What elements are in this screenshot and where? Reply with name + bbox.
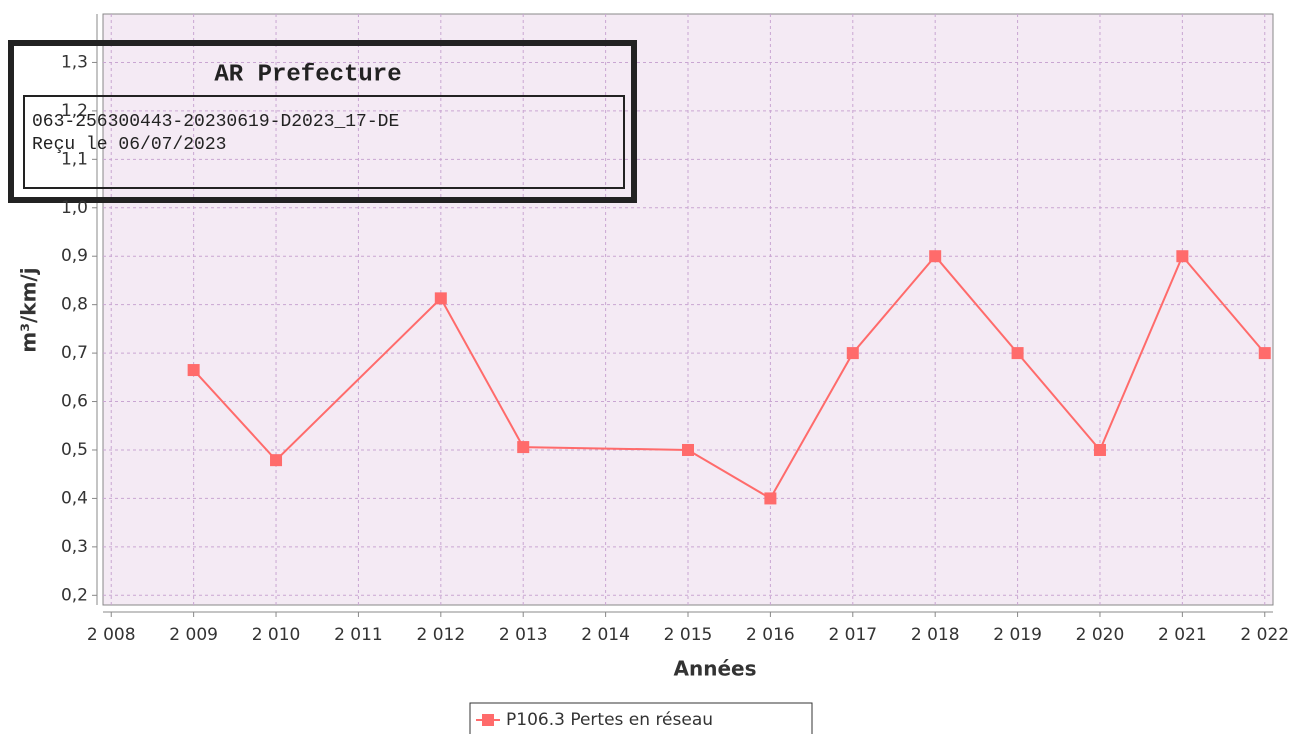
x-tick-label: 2 010 <box>252 625 301 645</box>
point <box>270 454 283 467</box>
x-tick-label: 2 020 <box>1076 625 1125 645</box>
x-tick-label: 2 017 <box>828 625 877 645</box>
y-tick-label: 0,6 <box>61 392 88 412</box>
series-line <box>192 254 1266 500</box>
point <box>682 443 694 456</box>
x-axis-title: Années <box>674 657 757 681</box>
stamp-inner-border <box>23 95 625 189</box>
legend-label: P106.3 Pertes en réseau <box>506 710 713 730</box>
x-tick-label: 2 019 <box>993 625 1042 645</box>
x-tick-label: 2 008 <box>87 625 136 645</box>
legend-marker <box>482 714 494 726</box>
legend <box>469 702 813 734</box>
x-tick-label: 2 009 <box>169 625 218 645</box>
x-tick-label: 2 022 <box>1240 625 1289 645</box>
y-axis-title: m³/km/j <box>17 267 41 352</box>
y-tick-label: 0,5 <box>61 440 88 460</box>
x-tick-label: 2 015 <box>664 625 713 645</box>
point <box>929 250 942 263</box>
y-tick-label: 0,4 <box>61 488 88 508</box>
point <box>1176 250 1189 263</box>
point <box>434 292 447 305</box>
point <box>1258 347 1271 360</box>
stamp-title: AR Prefecture <box>214 61 401 88</box>
stamp: AR Prefecture 063-256300443-20230619-D20… <box>8 40 637 203</box>
x-tick-label: 2 016 <box>746 625 795 645</box>
x-tick-label: 2 018 <box>911 625 960 645</box>
y-tick-label: 0,2 <box>61 585 88 605</box>
point <box>846 347 859 360</box>
point <box>764 492 777 505</box>
x-tick-label: 2 012 <box>416 625 465 645</box>
point <box>1011 347 1024 360</box>
x-tick-label: 2 014 <box>581 625 630 645</box>
point <box>1093 443 1106 456</box>
y-tick-label: 0,9 <box>61 246 88 266</box>
point <box>517 441 530 454</box>
x-tick-label: 2 013 <box>499 625 548 645</box>
y-tick-label: 0,7 <box>61 343 88 363</box>
y-tick-label: 1,1 <box>61 149 88 169</box>
x-tick-label: 2 021 <box>1158 625 1207 645</box>
point <box>187 364 200 377</box>
stamp-border <box>8 40 637 203</box>
y-tick-label: 0,3 <box>61 537 88 557</box>
stamp-line: 063-256300443-20230619-D2023_17-DE <box>32 112 399 132</box>
y-tick-label: 0,8 <box>61 295 88 315</box>
y-tick-label: 1,0 <box>61 198 88 218</box>
x-tick-label: 2 011 <box>334 625 383 645</box>
y-tick-label: 1,2 <box>61 101 88 121</box>
stamp-line: Reçu le 06/07/2023 <box>32 135 226 155</box>
y-tick-label: 1,3 <box>61 52 88 72</box>
